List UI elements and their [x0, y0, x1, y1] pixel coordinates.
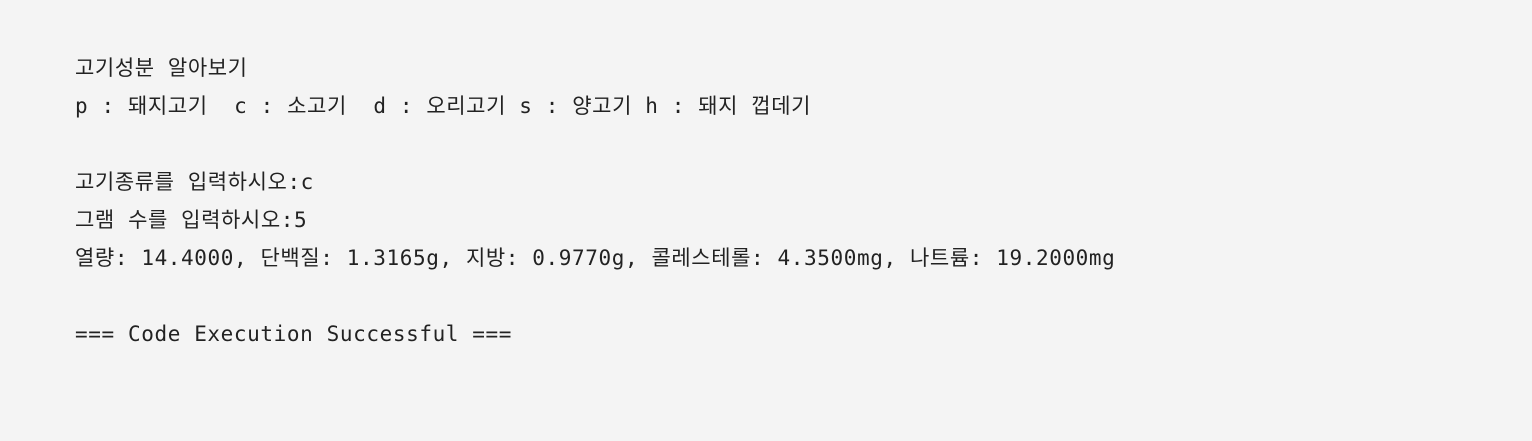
grams-prompt: 그램 수를 입력하시오:5: [75, 208, 308, 232]
program-title: 고기성분 알아보기: [75, 56, 248, 80]
blank-line: [75, 277, 1512, 315]
nutrition-result: 열량: 14.4000, 단백질: 1.3165g, 지방: 0.9770g, …: [75, 246, 1116, 270]
console-output: 고기성분 알아보기 p : 돼지고기 c : 소고기 d : 오리고기 s : …: [75, 49, 1512, 353]
meat-type-prompt: 고기종류를 입력하시오:c: [75, 170, 314, 194]
execution-status: === Code Execution Successful ===: [75, 322, 513, 346]
blank-line: [75, 125, 1512, 163]
meat-options-line: p : 돼지고기 c : 소고기 d : 오리고기 s : 양고기 h : 돼지…: [75, 94, 812, 118]
